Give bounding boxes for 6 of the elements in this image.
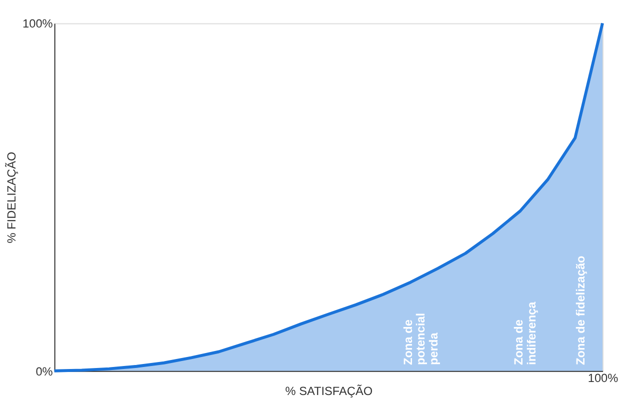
y-axis-title: % FIDELIZAÇÃO [4,152,19,244]
annotation: Zona de fidelização [574,256,588,365]
annotation: Zona de potencial perda [400,312,441,365]
annotation: Zona de indiferença [512,301,538,365]
y-tick-label: 0% [36,364,54,378]
x-axis-title: % SATISFAÇÃO [285,384,373,398]
